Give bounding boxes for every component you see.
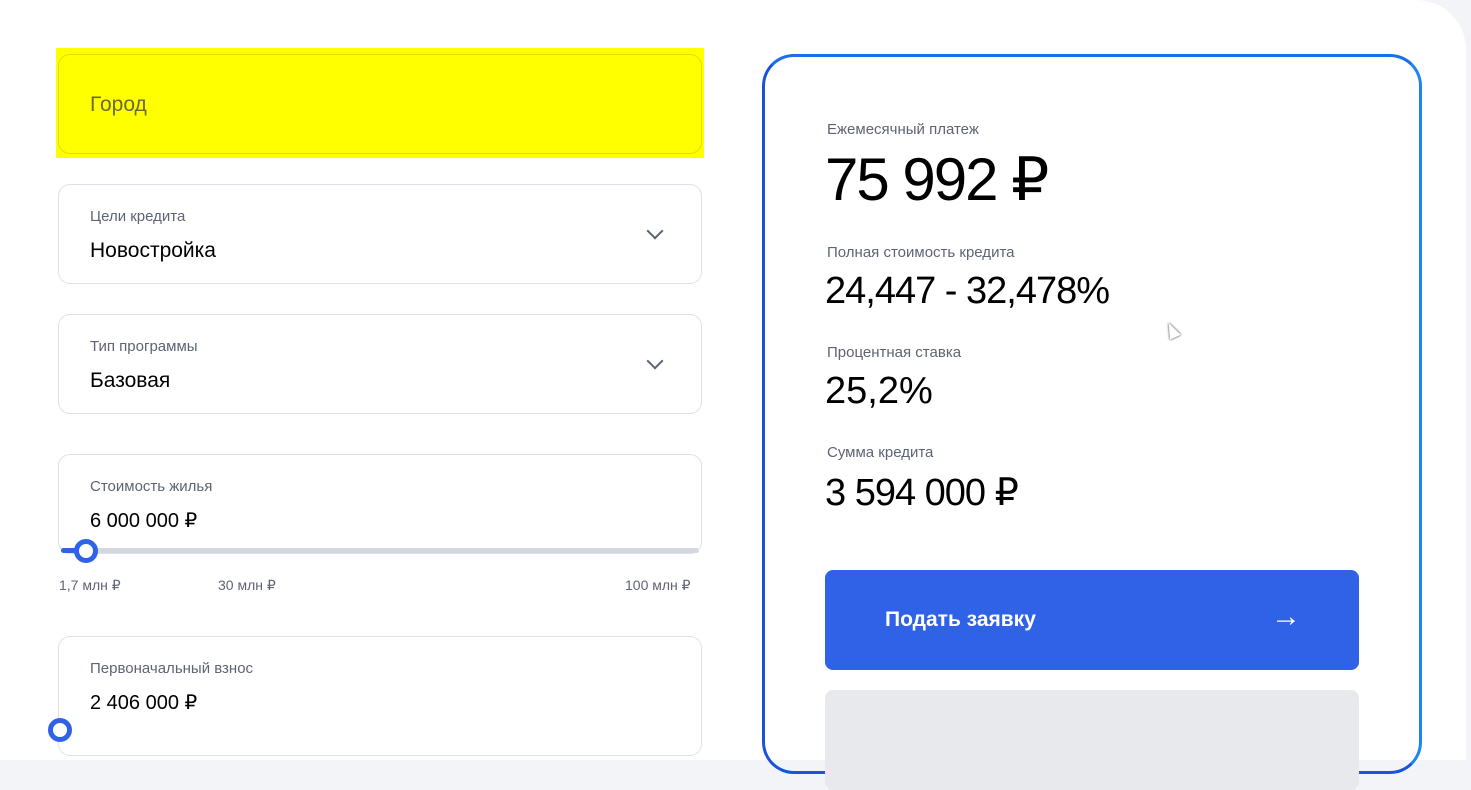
amount-value: 3 594 000 ₽ — [825, 472, 1019, 514]
rate-value: 25,2% — [825, 370, 933, 412]
down-payment-input[interactable]: Первоначальный взнос 2 406 000 ₽ — [58, 636, 702, 756]
summary-card: Ежемесячный платеж 75 992 ₽ Полная стоим… — [762, 54, 1422, 790]
price-tick-min: 1,7 млн ₽ — [59, 577, 121, 593]
rate-label: Процентная ставка — [827, 344, 962, 361]
arrow-right-icon: → — [1271, 600, 1301, 633]
price-input[interactable]: Стоимость жилья 6 000 000 ₽ — [58, 454, 702, 554]
price-slider-thumb[interactable] — [73, 539, 98, 563]
down-payment-value: 2 406 000 ₽ — [90, 692, 198, 714]
chevron-down-icon — [646, 352, 664, 370]
price-label: Стоимость жилья — [90, 478, 213, 495]
monthly-value: 75 992 ₽ — [825, 146, 1049, 213]
secondary-button[interactable] — [825, 690, 1359, 790]
program-select[interactable]: Тип программы Базовая — [58, 314, 702, 414]
program-label: Тип программы — [90, 338, 198, 355]
apply-label: Подать заявку — [885, 608, 1036, 631]
city-placeholder: Город — [90, 93, 147, 116]
monthly-label: Ежемесячный платеж — [827, 121, 979, 138]
full-cost-value: 24,447 - 32,478% — [825, 270, 1110, 312]
full-cost-label: Полная стоимость кредита — [827, 244, 1015, 261]
amount-label: Сумма кредита — [827, 444, 934, 461]
price-tick-max: 100 млн ₽ — [625, 577, 691, 593]
down-payment-slider-thumb[interactable] — [48, 718, 72, 742]
city-input[interactable]: Город — [58, 54, 702, 154]
purpose-label: Цели кредита — [90, 208, 186, 225]
chevron-down-icon — [646, 222, 664, 240]
down-payment-label: Первоначальный взнос — [90, 660, 254, 677]
purpose-select[interactable]: Цели кредита Новостройка — [58, 184, 702, 284]
price-slider-track[interactable] — [61, 548, 699, 553]
apply-button[interactable]: Подать заявку → — [825, 570, 1359, 670]
price-value: 6 000 000 ₽ — [90, 510, 198, 532]
purpose-value: Новостройка — [90, 239, 216, 262]
program-value: Базовая — [90, 369, 171, 392]
price-tick-mid: 30 млн ₽ — [218, 577, 276, 593]
